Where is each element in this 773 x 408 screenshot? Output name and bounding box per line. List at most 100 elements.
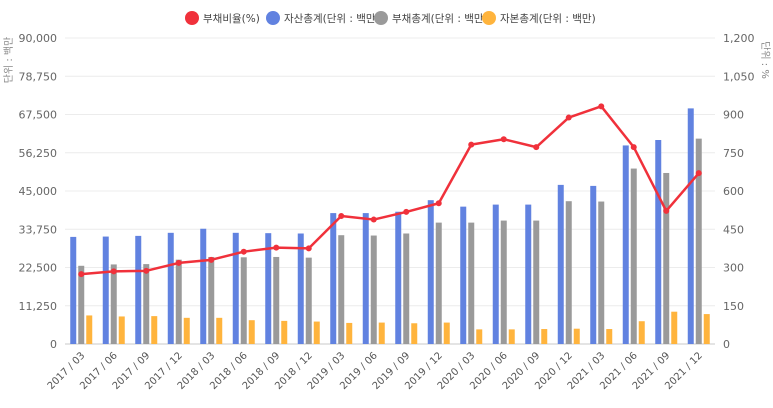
bar	[265, 233, 272, 344]
line-point	[435, 200, 442, 207]
bar	[313, 321, 320, 344]
bar-series-group	[70, 108, 710, 344]
bar	[183, 317, 190, 344]
left-tick-label: 78,750	[19, 70, 58, 83]
bar	[663, 172, 670, 344]
bar	[297, 233, 304, 344]
bar	[411, 323, 418, 344]
bar	[403, 233, 410, 344]
bar	[460, 206, 467, 344]
line-point	[110, 268, 117, 275]
bar	[70, 236, 77, 344]
line-point	[565, 114, 572, 121]
bar	[362, 213, 369, 344]
right-tick-label: 150	[723, 300, 744, 313]
bar	[590, 185, 597, 344]
bar	[508, 329, 515, 344]
line-point	[305, 245, 312, 252]
line-series-group	[78, 103, 702, 278]
bar	[216, 317, 223, 344]
bar	[338, 235, 345, 344]
bar	[630, 168, 637, 344]
left-tick-label: 11,250	[19, 300, 58, 313]
grid-lines	[65, 37, 715, 345]
bar	[281, 320, 288, 344]
bar	[118, 316, 125, 344]
bar	[102, 236, 109, 344]
bar	[671, 311, 678, 344]
bar	[167, 232, 174, 344]
left-tick-label: 56,250	[19, 147, 58, 160]
legend-marker	[482, 11, 496, 25]
bar	[151, 316, 158, 344]
bar	[427, 200, 434, 344]
legend-label: 부채비율(%)	[203, 13, 260, 25]
bar	[248, 320, 255, 344]
legend: 부채비율(%) 자산총계(단위 : 백만) 부채총계(단위 : 백만) 자본총계(단위…	[185, 11, 596, 25]
left-tick-label: 45,000	[19, 185, 58, 198]
legend-label: 자본총계(단위 : 백만)	[500, 12, 596, 25]
line-point	[143, 267, 150, 274]
bar	[687, 108, 694, 344]
bar	[200, 228, 207, 344]
bar	[443, 322, 450, 344]
right-axis: 0 150 300 450 600 750 900 1,050 1,200 단위 : %	[723, 32, 772, 351]
bar	[240, 257, 247, 344]
bar	[208, 256, 215, 344]
right-tick-label: 450	[723, 223, 744, 236]
right-axis-title: 단위 : %	[759, 41, 772, 79]
line-point	[208, 256, 215, 263]
right-tick-label: 300	[723, 262, 744, 275]
bar	[346, 322, 353, 344]
left-tick-label: 33,750	[19, 223, 58, 236]
line-point	[533, 144, 540, 151]
bar	[330, 213, 337, 344]
bar	[573, 328, 580, 344]
right-tick-label: 750	[723, 147, 744, 160]
bar	[541, 329, 548, 344]
bar	[638, 321, 645, 344]
legend-marker	[266, 11, 280, 25]
line-point	[175, 259, 182, 266]
bar	[395, 211, 402, 344]
right-tick-label: 1,050	[723, 70, 755, 83]
bar	[598, 201, 605, 344]
bar	[78, 265, 85, 344]
bar	[370, 235, 377, 344]
right-tick-label: 900	[723, 109, 744, 122]
legend-marker	[185, 11, 199, 25]
bar	[175, 259, 182, 344]
line-point	[598, 103, 605, 110]
legend-label: 자산총계(단위 : 백만)	[284, 12, 380, 25]
line-point	[500, 136, 507, 143]
bar	[476, 329, 483, 344]
bar	[273, 256, 280, 344]
bar	[557, 184, 564, 344]
line-point	[338, 212, 345, 219]
left-tick-label: 90,000	[19, 32, 58, 45]
bar	[305, 257, 312, 344]
bar	[500, 220, 507, 344]
line-point	[695, 170, 702, 177]
line-point	[240, 248, 247, 255]
right-tick-label: 1,200	[723, 32, 755, 45]
legend-marker	[374, 11, 388, 25]
bar	[695, 138, 702, 344]
bar	[703, 314, 710, 344]
line-point	[273, 244, 280, 251]
line-series	[81, 105, 700, 276]
bar	[110, 264, 117, 344]
bar	[492, 204, 499, 344]
left-tick-label: 0	[50, 338, 57, 351]
line-point	[630, 144, 637, 151]
bar	[378, 322, 385, 344]
line-point	[403, 208, 410, 215]
bar	[435, 222, 442, 344]
bar	[622, 145, 629, 344]
left-axis-title: 단위 : 백만	[2, 37, 15, 84]
bar	[232, 232, 239, 344]
bar	[143, 264, 150, 344]
left-axis: 0 11,250 22,500 33,750 45,000 56,250 67,500 78,…	[2, 32, 57, 351]
